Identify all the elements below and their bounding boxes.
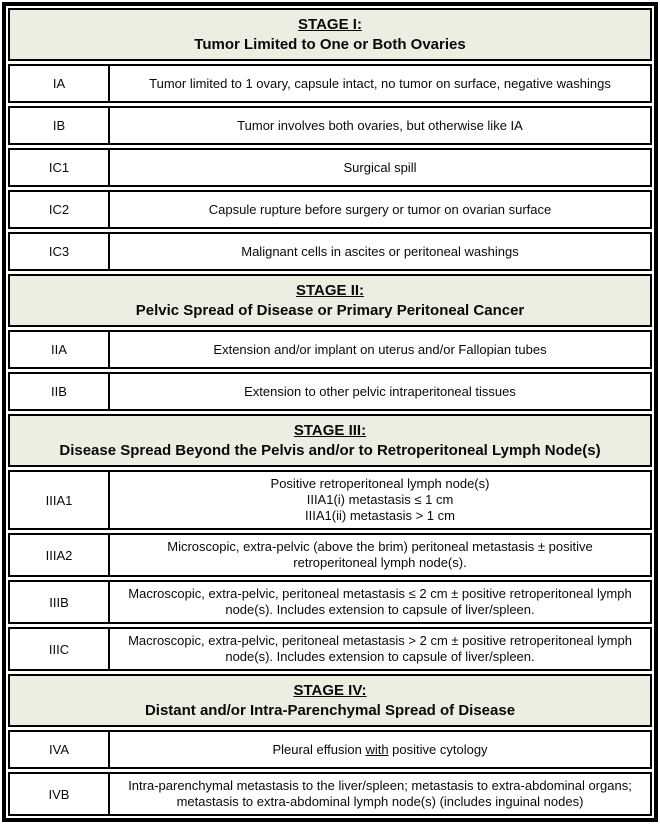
stage-code: IIIA2 — [10, 535, 110, 575]
stage-description: Microscopic, extra-pelvic (above the bri… — [167, 539, 593, 570]
stage-description: Macroscopic, extra-pelvic, peritoneal me… — [128, 633, 632, 664]
table-row: IA Tumor limited to 1 ovary, capsule inta… — [8, 64, 652, 103]
stage-title: Disease Spread Beyond the Pelvis and/or … — [59, 442, 601, 459]
stage-label: STAGE III: — [293, 422, 367, 439]
table-row: IIIA1 Positive retroperitoneal lymph node… — [8, 470, 652, 530]
description-line: IIIA1(i) metastasis ≤ 1 cm — [306, 492, 454, 507]
stage-code: IIB — [10, 374, 110, 409]
stage-code: IVB — [10, 774, 110, 814]
stage-description: Pleural effusion with positive cytology — [110, 732, 650, 767]
stage-description: Extension and/or implant on uterus and/o… — [213, 341, 547, 357]
table-row: IB Tumor involves both ovaries, but other… — [8, 106, 652, 145]
table-row: IC1 Surgical spill — [8, 148, 652, 187]
stage-header: STAGE I: Tumor Limited to One or Both Ova… — [8, 8, 652, 61]
stage-code: IB — [10, 108, 110, 143]
stage-label: STAGE I: — [298, 16, 362, 33]
table-row: IIIB Macroscopic, extra-pelvic, peritonea… — [8, 580, 652, 624]
table-row: IC3 Malignant cells in ascites or periton… — [8, 232, 652, 271]
stage-code: IC3 — [10, 234, 110, 269]
stage-description: Tumor limited to 1 ovary, capsule intact… — [149, 75, 611, 91]
stage-description: Tumor involves both ovaries, but otherwi… — [237, 117, 523, 133]
stage-code: IC1 — [10, 150, 110, 185]
stage-title: Distant and/or Intra-Parenchymal Spread … — [144, 702, 516, 719]
stage-label: STAGE II: — [295, 282, 365, 299]
stage-code: IC2 — [10, 192, 110, 227]
stage-title: Pelvic Spread of Disease or Primary Peri… — [135, 302, 525, 319]
stage-header: STAGE II: Pelvic Spread of Disease or Pri… — [8, 274, 652, 327]
description-segment: Pleural effusion — [272, 741, 366, 757]
stage-description: Intra-parenchymal metastasis to the live… — [128, 778, 632, 809]
stage-description: Macroscopic, extra-pelvic, peritoneal me… — [128, 586, 632, 617]
stage-description: Positive retroperitoneal lymph node(s) II… — [110, 472, 650, 528]
table-row: IVB Intra-parenchymal metastasis to the l… — [8, 772, 652, 816]
description-segment: positive cytology — [388, 741, 488, 757]
description-line: Pleural effusion with positive cytology — [272, 742, 487, 758]
stage-label: STAGE IV: — [293, 682, 367, 699]
stage-description: Extension to other pelvic intraperitonea… — [244, 383, 516, 399]
description-line: IIIA1(ii) metastasis > 1 cm — [305, 508, 455, 523]
table-row: IIB Extension to other pelvic intraperito… — [8, 372, 652, 411]
stage-description: Surgical spill — [343, 159, 417, 175]
table-row: IVA Pleural effusion with positive cytolo… — [8, 730, 652, 769]
stage-code: IIA — [10, 332, 110, 367]
table-row: IIA Extension and/or implant on uterus an… — [8, 330, 652, 369]
stage-code: IVA — [10, 732, 110, 767]
description-segment: with — [365, 741, 389, 757]
stage-description: Malignant cells in ascites or peritoneal… — [241, 243, 519, 259]
stage-code: IIIA1 — [10, 472, 110, 528]
stage-header: STAGE IV: Distant and/or Intra-Parenchyma… — [8, 674, 652, 727]
stage-code: IA — [10, 66, 110, 101]
stage-title: Tumor Limited to One or Both Ovaries — [194, 36, 466, 53]
description-line: Positive retroperitoneal lymph node(s) — [270, 476, 490, 491]
stage-code: IIIB — [10, 582, 110, 622]
stage-description: Capsule rupture before surgery or tumor … — [208, 201, 552, 217]
stage-header: STAGE III: Disease Spread Beyond the Pelv… — [8, 414, 652, 467]
table-row: IIIC Macroscopic, extra-pelvic, peritonea… — [8, 627, 652, 671]
table-row: IIIA2 Microscopic, extra-pelvic (above th… — [8, 533, 652, 577]
table-row: IC2 Capsule rupture before surgery or tum… — [8, 190, 652, 229]
stage-code: IIIC — [10, 629, 110, 669]
